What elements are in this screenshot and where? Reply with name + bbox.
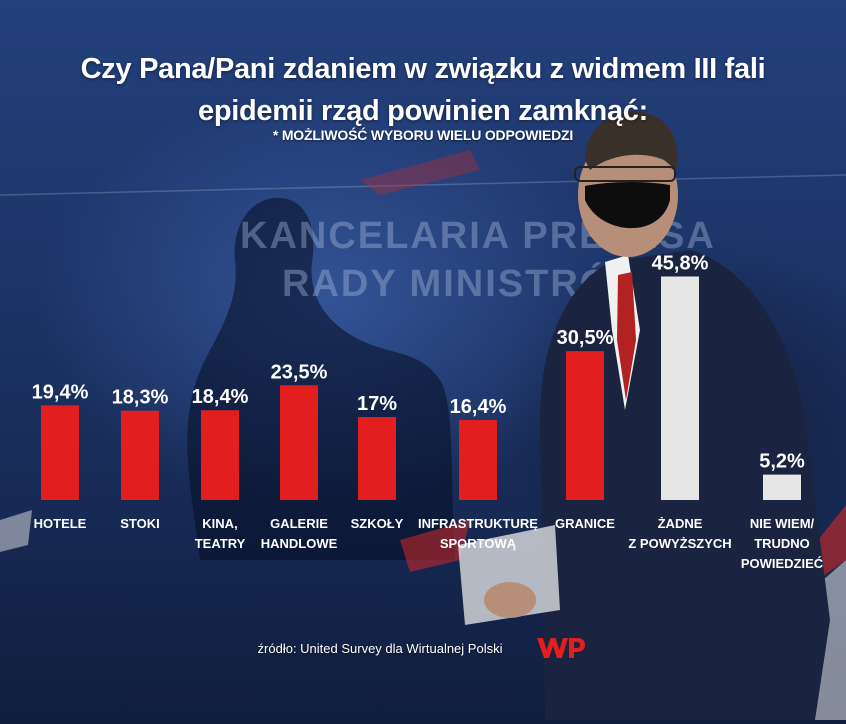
category-label-line: GRANICE	[555, 516, 615, 531]
bar-value-label: 18,4%	[192, 386, 249, 408]
category-label: KINA, TEATRY	[195, 516, 246, 551]
category-label-line: SPORTOWĄ	[440, 536, 517, 551]
bar	[41, 405, 79, 500]
category-label-line: HANDLOWE	[261, 536, 338, 551]
category-label: INFRASTRUKTURĘ SPORTOWĄ	[418, 516, 538, 551]
category-label-line: TEATRY	[195, 536, 246, 551]
bar	[661, 276, 699, 500]
bar-value-label: 45,8%	[652, 252, 709, 274]
bar	[566, 351, 604, 500]
bar	[201, 410, 239, 500]
bar	[280, 385, 318, 500]
chart-subtitle: * MOŻLIWOŚĆ WYBORU WIELU ODPOWIEDZI	[272, 127, 574, 143]
category-label: ŻADNE Z POWYŻSZYCH	[628, 516, 731, 551]
bar-value-label: 5,2%	[759, 451, 805, 473]
source-note: źródło: United Survey dla Wirtualnej Pol…	[257, 641, 503, 656]
category-label: GRANICE	[555, 516, 615, 531]
category-label-line: SZKOŁY	[351, 516, 404, 531]
bar-value-label: 16,4%	[450, 396, 507, 418]
bar-value-label: 18,3%	[112, 387, 169, 409]
category-label-line: ŻADNE	[658, 516, 703, 531]
category-label-line: INFRASTRUKTURĘ	[418, 516, 538, 531]
category-label-line: STOKI	[120, 516, 160, 531]
chart-title-line-2: epidemii rząd powinien zamknąć:	[198, 95, 648, 127]
wp-logo	[537, 638, 585, 658]
category-label-line: POWIEDZIEĆ	[741, 556, 824, 571]
category-label: GALERIE HANDLOWE	[261, 516, 338, 551]
category-label-line: TRUDNO	[754, 536, 810, 551]
bar-value-label: 19,4%	[32, 381, 89, 403]
category-label-line: HOTELE	[34, 516, 87, 531]
bar-value-label: 17%	[357, 393, 397, 415]
category-label: HOTELE	[34, 516, 87, 531]
category-label: SZKOŁY	[351, 516, 404, 531]
bar	[459, 419, 497, 500]
category-label-line: Z POWYŻSZYCH	[628, 536, 731, 551]
bar-value-label: 30,5%	[557, 327, 614, 349]
category-label-line: GALERIE	[270, 516, 328, 531]
category-label: NIE WIEM/TRUDNO POWIEDZIEĆ	[741, 516, 824, 571]
category-label-line: NIE WIEM/	[750, 516, 815, 531]
chart-title-line-1: Czy Pana/Pani zdaniem w związku z widmem…	[80, 53, 766, 85]
bar-value-label: 23,5%	[271, 361, 328, 383]
bar	[763, 474, 801, 500]
bar	[121, 410, 159, 500]
category-label-line: KINA,	[202, 516, 237, 531]
bar	[358, 417, 396, 500]
category-label: STOKI	[120, 516, 160, 531]
